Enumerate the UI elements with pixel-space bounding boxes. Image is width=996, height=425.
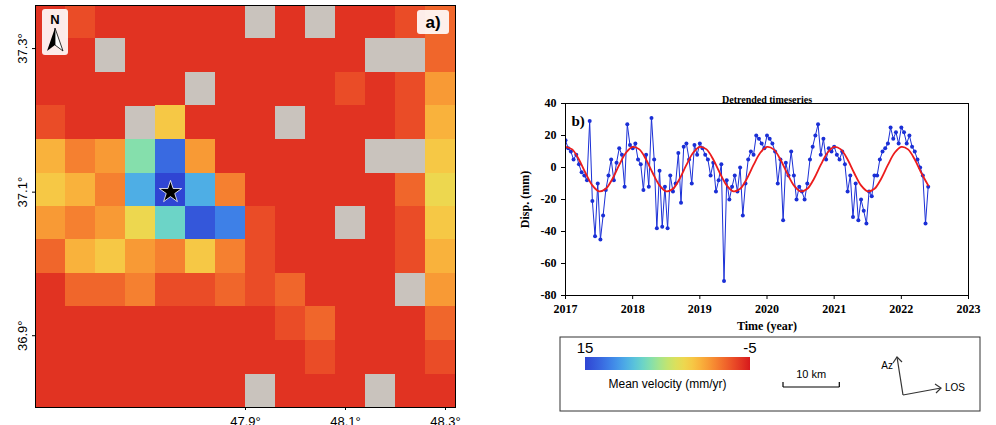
svg-text:2023: 2023 — [957, 302, 981, 316]
svg-text:b): b) — [572, 113, 585, 130]
svg-text:15: 15 — [577, 339, 594, 356]
svg-text:36.9°: 36.9° — [15, 320, 30, 351]
svg-text:Az: Az — [881, 360, 893, 371]
svg-text:2020: 2020 — [755, 302, 779, 316]
svg-text:40: 40 — [545, 96, 557, 110]
svg-text:2019: 2019 — [688, 302, 712, 316]
svg-text:-80: -80 — [541, 288, 557, 302]
svg-text:N: N — [50, 12, 59, 27]
svg-text:a): a) — [425, 13, 440, 32]
svg-text:Disp. (mm): Disp. (mm) — [518, 171, 532, 228]
svg-text:Mean velocity (mm/yr): Mean velocity (mm/yr) — [608, 377, 726, 391]
svg-text:2022: 2022 — [889, 302, 913, 316]
svg-text:Detrended timeseries: Detrended timeseries — [722, 94, 812, 105]
svg-text:48.3°: 48.3° — [430, 414, 461, 425]
svg-text:37.1°: 37.1° — [15, 177, 30, 208]
svg-text:Time (year): Time (year) — [737, 319, 797, 333]
svg-text:10 km: 10 km — [796, 368, 826, 380]
svg-text:LOS: LOS — [945, 382, 965, 393]
svg-text:37.3°: 37.3° — [15, 33, 30, 64]
svg-text:2018: 2018 — [621, 302, 645, 316]
svg-text:-60: -60 — [541, 256, 557, 270]
svg-text:-40: -40 — [541, 224, 557, 238]
svg-text:-20: -20 — [541, 192, 557, 206]
svg-text:-5: -5 — [743, 339, 756, 356]
svg-text:20: 20 — [545, 128, 557, 142]
svg-text:2021: 2021 — [822, 302, 846, 316]
svg-text:47.9°: 47.9° — [230, 414, 261, 425]
svg-text:0: 0 — [551, 160, 557, 174]
svg-text:48.1°: 48.1° — [330, 414, 361, 425]
svg-text:2017: 2017 — [554, 302, 578, 316]
